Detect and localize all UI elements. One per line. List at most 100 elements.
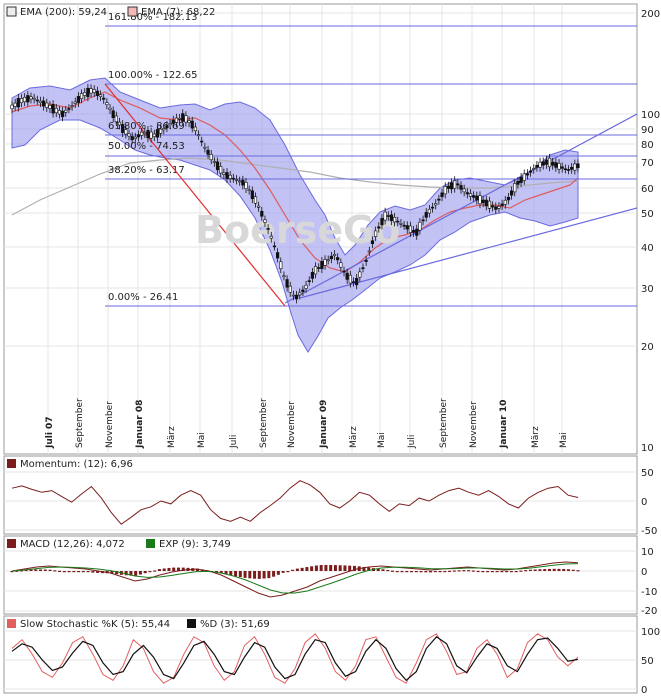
candle (136, 134, 141, 138)
candle (487, 200, 492, 209)
macd-histogram-bar (172, 567, 176, 571)
fib-label-100: 100.00% - 122.65 (108, 70, 197, 81)
macd-histogram-bar (528, 569, 532, 571)
candle (491, 205, 495, 208)
macd-histogram-bar (338, 565, 342, 571)
candle (377, 226, 381, 229)
macd-histogram-bar (238, 571, 242, 578)
candle (86, 87, 90, 98)
candle (547, 157, 552, 168)
macd-histogram-bar (562, 568, 566, 571)
macd-histogram-bar (362, 566, 366, 571)
x-tick: März (531, 426, 541, 448)
y-tick: 200 (641, 9, 660, 20)
stochastic-d-line (11, 636, 579, 682)
macd-histogram-bar (538, 569, 542, 571)
legend-ema200: EMA (200): 59,24 (20, 7, 107, 18)
candle (468, 193, 473, 197)
macd-histogram-bar (552, 568, 556, 571)
y-tick: 40 (641, 243, 654, 254)
macd-histogram-bar (476, 570, 480, 573)
macd-histogram-bar (429, 571, 433, 573)
macd-histogram-bar (143, 571, 147, 574)
macd-histogram-bar (300, 567, 304, 571)
macd-histogram-bar (124, 571, 128, 576)
candle (282, 275, 286, 278)
candle (484, 199, 488, 207)
candle (60, 110, 65, 118)
candle (551, 161, 555, 166)
macd-histogram-bar (433, 571, 437, 573)
candle (35, 99, 39, 102)
main-legend: EMA (200): 59,24 EMA (7): 68,22 (6, 6, 215, 18)
macd-histogram-bar (67, 571, 71, 573)
macd-histogram-bar (457, 570, 461, 572)
candle (238, 180, 242, 183)
candle (563, 168, 567, 171)
macd-histogram-bar (486, 571, 490, 573)
candle (95, 90, 99, 96)
candle (108, 107, 112, 110)
candle (231, 177, 235, 180)
macd-histogram-bar (110, 571, 114, 574)
candle (320, 261, 324, 269)
candle (149, 131, 153, 139)
macd-histogram-bar (91, 571, 95, 573)
candle (190, 120, 194, 129)
candle (228, 174, 232, 179)
macd-histogram-bar (262, 571, 266, 579)
momentum-panel: Momentum: (12): 6,96 50 0 -50 (3, 455, 657, 537)
candle (418, 221, 422, 231)
macd-panel: MACD (12,26): 4,072 EXP (9): 3,749 10 0 … (3, 535, 657, 617)
x-tick: Juli 07 (45, 416, 55, 449)
macd-histogram-bar (481, 571, 485, 573)
macd-histogram-bar (386, 569, 390, 572)
candle (522, 173, 526, 181)
macd-histogram-bar (229, 571, 233, 576)
macd-histogram-bar (153, 570, 157, 572)
candle (121, 124, 125, 133)
y-tick: -20 (641, 606, 657, 617)
legend-momentum: Momentum: (12): 6,96 (20, 459, 133, 470)
x-tick: März (349, 426, 359, 448)
macd-histogram (10, 565, 580, 579)
macd-histogram-bar (215, 571, 219, 573)
candle (10, 104, 14, 110)
candle (528, 170, 533, 173)
candle (326, 259, 330, 262)
candle (42, 100, 46, 107)
candle (298, 292, 302, 296)
momentum-panel-frame (3, 455, 638, 535)
macd-histogram-bar (134, 571, 138, 576)
candle (541, 161, 545, 166)
candle (70, 105, 74, 107)
candle (279, 261, 283, 270)
legend-macd: MACD (12,26): 4,072 (20, 539, 125, 550)
candle (165, 125, 169, 129)
x-tick: Juli (407, 435, 417, 449)
candle (364, 260, 368, 262)
watermark-logo: BoerseGo (195, 208, 400, 252)
macd-histogram-bar (524, 570, 528, 572)
candle (506, 196, 511, 201)
candle (317, 267, 321, 269)
x-tick: März (167, 426, 177, 448)
macd-histogram-bar (281, 571, 285, 573)
candle (257, 205, 261, 208)
macd-histogram-bar (257, 571, 261, 579)
macd-histogram-bar (414, 571, 418, 573)
macd-histogram-bar (438, 571, 442, 573)
candle (181, 113, 185, 122)
fib-label-0: 0.00% - 26.41 (108, 292, 178, 303)
macd-histogram-bar (500, 571, 504, 573)
candle (212, 161, 216, 163)
macd-histogram-bar (329, 565, 333, 571)
candle (130, 136, 134, 141)
y-tick: 50 (641, 209, 654, 220)
candle (497, 206, 501, 209)
y-tick: 100 (641, 110, 660, 121)
candle (89, 88, 93, 94)
macd-histogram-bar (395, 571, 399, 573)
candle (288, 285, 292, 293)
candle (269, 235, 273, 239)
